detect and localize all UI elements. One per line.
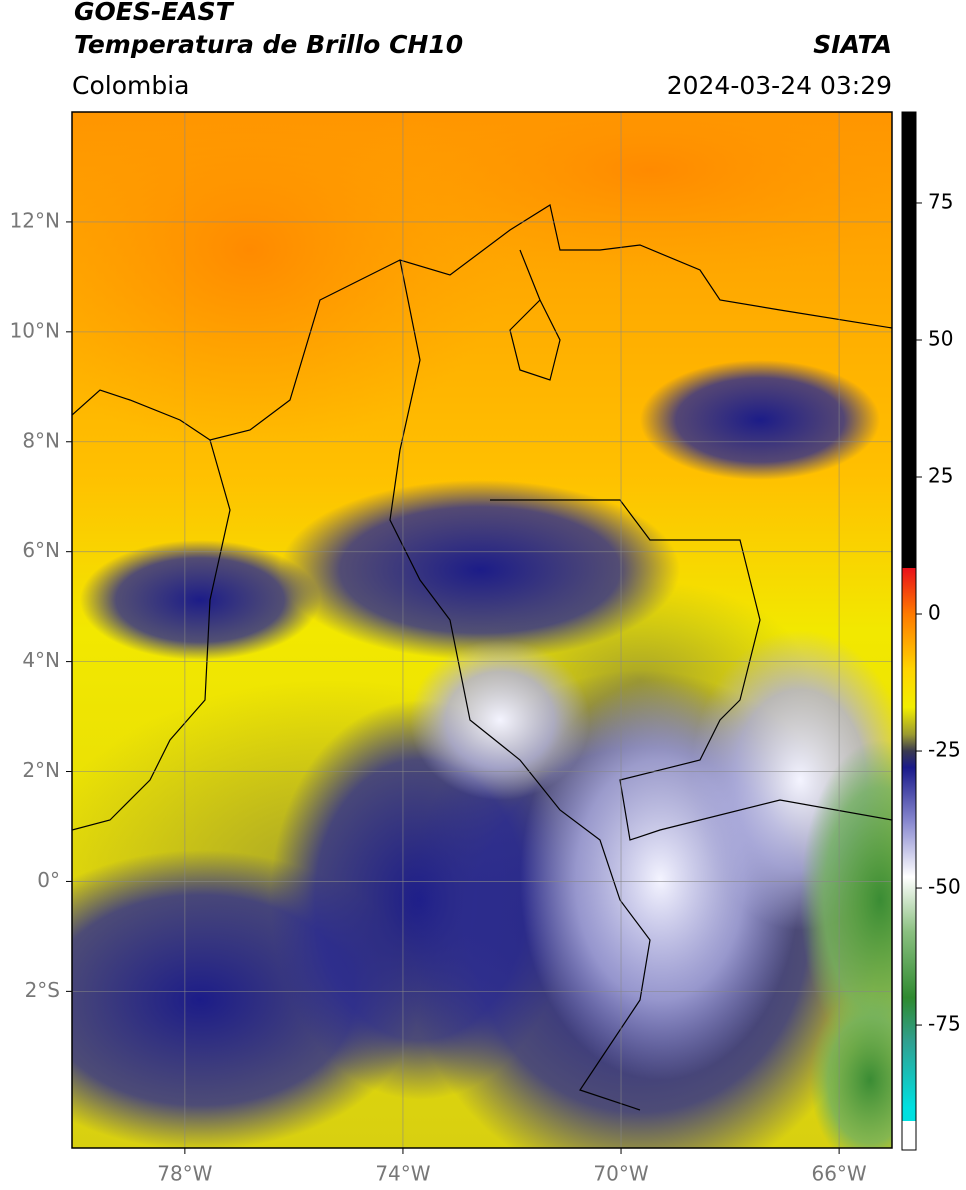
lat-tick-label: 2°S — [25, 978, 60, 1002]
lat-tick-label: 6°N — [22, 538, 60, 562]
lat-tick-label: 10°N — [10, 318, 60, 342]
colorbar-tick-label: -25 — [928, 738, 961, 762]
lon-tick-label: 70°W — [593, 1162, 648, 1186]
lat-tick-label: 0° — [37, 868, 60, 892]
source: SIATA — [813, 30, 892, 59]
satellite-image — [72, 112, 892, 1148]
colorbar-frame — [901, 111, 917, 1151]
colorbar-tick-label: 50 — [928, 326, 953, 350]
subtitle: Temperatura de Brillo CH10 — [74, 30, 463, 59]
lon-tick-label: 78°W — [157, 1162, 212, 1186]
colorbar-fill — [902, 112, 916, 1150]
title: GOES-EAST — [74, 0, 235, 26]
lon-tick-label: 66°W — [811, 1162, 866, 1186]
lat-tick-label: 12°N — [10, 208, 60, 232]
datetime: 2024-03-24 03:29 — [667, 71, 892, 100]
lon-tick-label: 74°W — [375, 1162, 430, 1186]
colorbar-tick-label: 25 — [928, 463, 953, 487]
lat-tick-label: 4°N — [22, 648, 60, 672]
map-frame — [71, 111, 893, 1149]
colorbar-tick-label: 0 — [928, 601, 941, 625]
lat-tick-label: 2°N — [22, 758, 60, 782]
colorbar-tick-label: -75 — [928, 1012, 961, 1036]
lat-tick-label: 8°N — [22, 428, 60, 452]
graticule — [66, 112, 892, 1154]
region: Colombia — [72, 71, 189, 100]
colorbar-tick-label: -50 — [928, 875, 961, 899]
colorbar: 75 50 25 0 -25 -50 -75 — [902, 112, 961, 1150]
colorbar-tick-label: 75 — [928, 189, 953, 213]
